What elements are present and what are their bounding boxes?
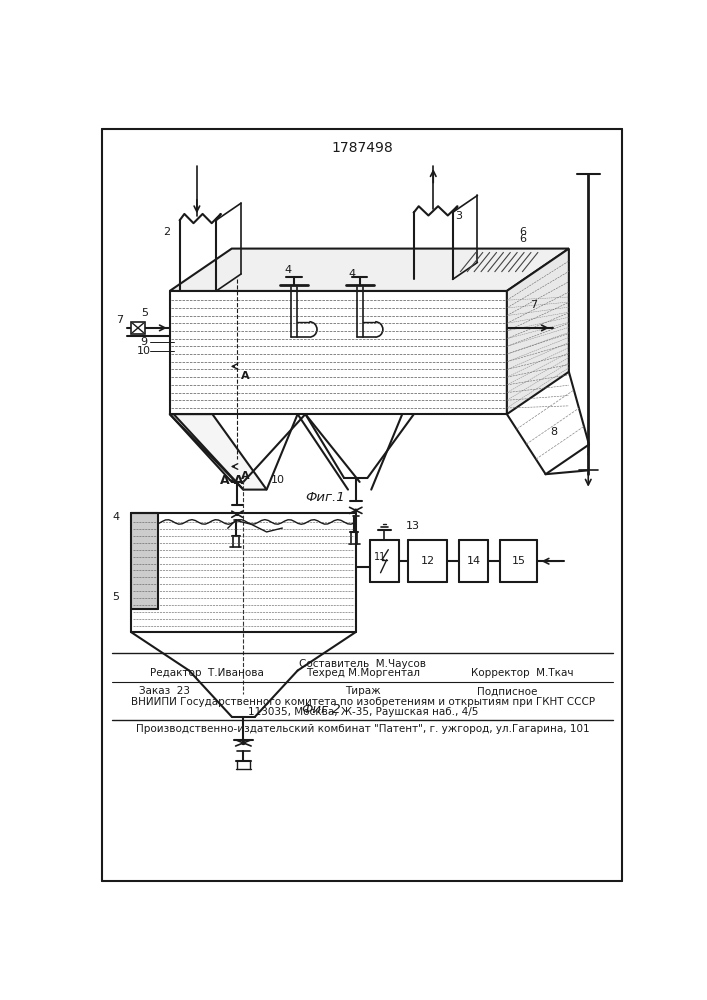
Text: 8: 8	[550, 427, 557, 437]
Text: Составитель  М.Чаусов: Составитель М.Чаусов	[299, 659, 426, 669]
Text: 4: 4	[112, 512, 119, 522]
Text: A: A	[241, 371, 250, 381]
Text: 5: 5	[141, 308, 148, 318]
Text: Заказ  23: Заказ 23	[139, 686, 189, 696]
Bar	[131, 513, 158, 609]
Polygon shape	[170, 414, 267, 490]
Text: 113035, Москва, Ж-35, Раушская наб., 4/5: 113035, Москва, Ж-35, Раушская наб., 4/5	[247, 707, 478, 717]
Text: ВНИИПИ Государственного комитета по изобретениям и открытиям при ГКНТ СССР: ВНИИПИ Государственного комитета по изоб…	[131, 697, 595, 707]
Circle shape	[236, 513, 238, 515]
Text: 6: 6	[519, 227, 526, 237]
Text: 11: 11	[375, 552, 387, 562]
Text: Редактор  Т.Иванова: Редактор Т.Иванова	[151, 668, 264, 678]
Text: Тираж: Тираж	[345, 686, 380, 696]
Text: A-A: A-A	[220, 474, 244, 487]
Text: 6: 6	[519, 234, 526, 244]
Text: 10: 10	[137, 346, 151, 356]
Text: 12: 12	[421, 556, 435, 566]
Text: 1787498: 1787498	[332, 141, 394, 155]
Text: 7: 7	[116, 315, 123, 325]
Polygon shape	[507, 249, 569, 414]
Text: Фиг.2: Фиг.2	[301, 703, 341, 716]
Text: 13: 13	[405, 521, 419, 531]
Text: 10: 10	[271, 475, 285, 485]
Text: 7: 7	[530, 300, 537, 310]
Bar	[131, 322, 145, 334]
Text: 4: 4	[349, 269, 356, 279]
Text: Корректор  М.Ткач: Корректор М.Ткач	[471, 668, 573, 678]
Text: Производственно-издательский комбинат "Патент", г. ужгород, ул.Гагарина, 101: Производственно-издательский комбинат "П…	[136, 724, 590, 734]
Text: 2: 2	[163, 227, 170, 237]
Polygon shape	[170, 249, 569, 291]
Text: 4: 4	[285, 265, 292, 275]
Text: 15: 15	[511, 556, 525, 566]
Circle shape	[355, 509, 357, 512]
Circle shape	[242, 741, 245, 744]
Text: 3: 3	[455, 211, 462, 221]
Text: 5: 5	[112, 592, 119, 602]
Text: 9: 9	[141, 337, 148, 347]
Text: Техред М.Моргентал: Техред М.Моргентал	[305, 668, 420, 678]
Text: Фиг.1: Фиг.1	[305, 491, 344, 504]
Text: Подписное: Подписное	[477, 686, 537, 696]
Text: 14: 14	[467, 556, 481, 566]
Text: A: A	[241, 471, 250, 481]
